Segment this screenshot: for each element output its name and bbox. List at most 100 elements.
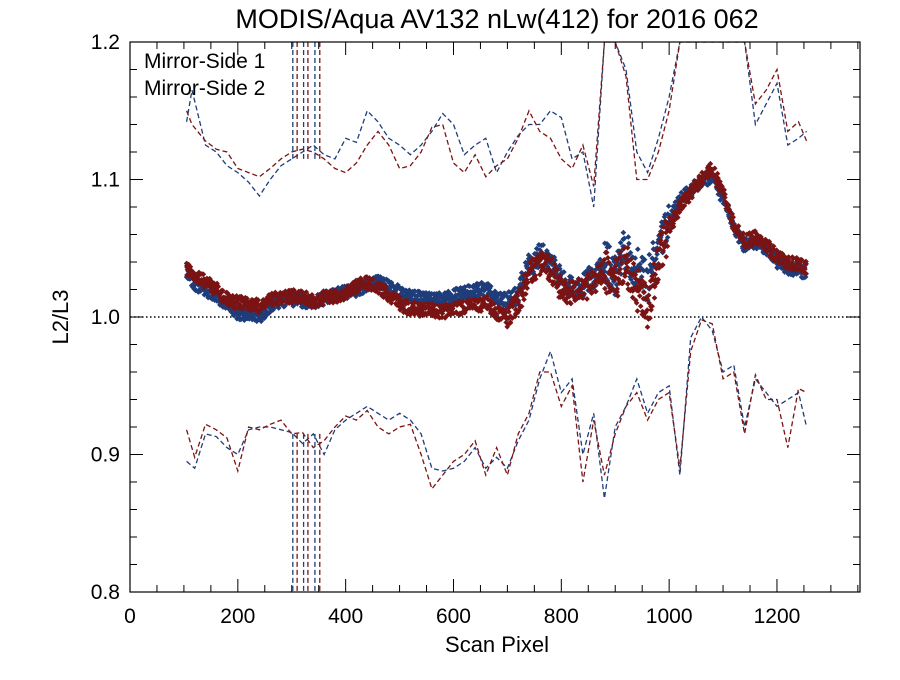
- data-point: [570, 284, 577, 291]
- data-point: [707, 160, 714, 167]
- data-point: [659, 229, 666, 236]
- data-point: [803, 258, 809, 265]
- data-point: [548, 255, 555, 262]
- data-point: [624, 252, 630, 259]
- data-point: [642, 283, 649, 289]
- data-point: [653, 256, 659, 262]
- data-point: [637, 303, 644, 310]
- plot-frame: [129, 41, 861, 593]
- data-point: [256, 309, 262, 316]
- legend-item-mirror-side-1: Mirror-Side 1: [144, 50, 265, 73]
- data-point: [630, 260, 637, 267]
- data-point: [638, 283, 645, 289]
- data-point: [593, 288, 599, 295]
- data-point: [614, 286, 621, 292]
- data-point: [507, 319, 514, 326]
- data-point: [603, 249, 610, 256]
- data-point: [663, 238, 669, 245]
- data-point: [616, 254, 623, 261]
- data-layer: [130, 42, 860, 592]
- data-point: [512, 313, 519, 320]
- data-point: [478, 308, 484, 315]
- data-point: [685, 199, 692, 205]
- data-point: [651, 295, 658, 301]
- data-point: [568, 300, 574, 307]
- data-point: [414, 292, 421, 299]
- data-point: [645, 292, 652, 299]
- data-point: [618, 259, 625, 266]
- data-point: [636, 293, 643, 299]
- data-point: [512, 285, 518, 292]
- upper-envelope-mirror-side-1: [185, 42, 808, 208]
- x-tick-label: 800: [544, 605, 579, 628]
- data-point: [629, 294, 636, 301]
- data-point: [735, 223, 742, 229]
- y-tick-label: 1.1: [91, 169, 120, 192]
- data-point: [617, 239, 624, 246]
- data-point: [617, 266, 624, 272]
- data-point: [700, 179, 706, 186]
- data-point: [767, 241, 774, 247]
- chart-title: MODIS/Aqua AV132 nLw(412) for 2016 062: [235, 4, 758, 34]
- data-point: [581, 290, 587, 297]
- data-point: [638, 274, 645, 280]
- data-point: [303, 289, 310, 295]
- data-point: [606, 243, 613, 250]
- data-point: [635, 267, 642, 274]
- data-point: [624, 264, 631, 271]
- data-point: [650, 261, 657, 267]
- data-point: [611, 269, 617, 276]
- data-point: [625, 234, 632, 240]
- y-tick-label: 1.0: [91, 306, 120, 329]
- data-point: [405, 300, 411, 307]
- data-point: [652, 271, 659, 278]
- data-point: [740, 236, 747, 243]
- data-point: [632, 297, 639, 304]
- data-point: [730, 214, 737, 221]
- data-point: [275, 302, 281, 308]
- y-tick-label: 0.8: [91, 581, 120, 604]
- data-point: [664, 234, 671, 241]
- data-point: [487, 283, 494, 290]
- x-tick-label: 1200: [754, 605, 801, 628]
- data-point: [349, 291, 356, 297]
- data-point: [689, 194, 695, 201]
- data-point: [674, 214, 681, 221]
- data-point: [601, 273, 608, 279]
- data-point: [632, 255, 639, 261]
- data-point: [627, 249, 634, 256]
- data-point: [647, 315, 653, 321]
- data-point: [646, 251, 653, 258]
- data-point: [644, 307, 651, 313]
- data-point: [802, 270, 809, 277]
- y-tick-label: 1.2: [91, 31, 120, 54]
- data-point: [612, 263, 619, 269]
- data-point: [641, 289, 647, 296]
- data-point: [557, 275, 564, 282]
- data-point: [540, 242, 547, 248]
- data-point: [524, 285, 531, 292]
- data-point: [255, 297, 261, 303]
- data-point: [614, 289, 620, 295]
- x-tick-label: 400: [328, 605, 363, 628]
- x-tick-label: 0: [124, 605, 136, 628]
- data-point: [509, 303, 516, 310]
- data-point: [613, 257, 620, 264]
- data-point: [641, 256, 648, 263]
- data-point: [626, 240, 632, 247]
- data-point: [580, 295, 586, 302]
- data-point: [725, 202, 732, 208]
- data-point: [644, 324, 651, 330]
- data-point: [563, 279, 569, 286]
- data-point: [514, 289, 521, 296]
- data-point: [602, 285, 608, 292]
- data-point: [439, 310, 446, 317]
- data-point: [583, 280, 590, 287]
- data-point: [506, 308, 512, 315]
- data-point: [729, 218, 736, 225]
- data-point: [770, 243, 777, 250]
- x-tick-label: 600: [436, 605, 471, 628]
- data-point: [681, 202, 688, 209]
